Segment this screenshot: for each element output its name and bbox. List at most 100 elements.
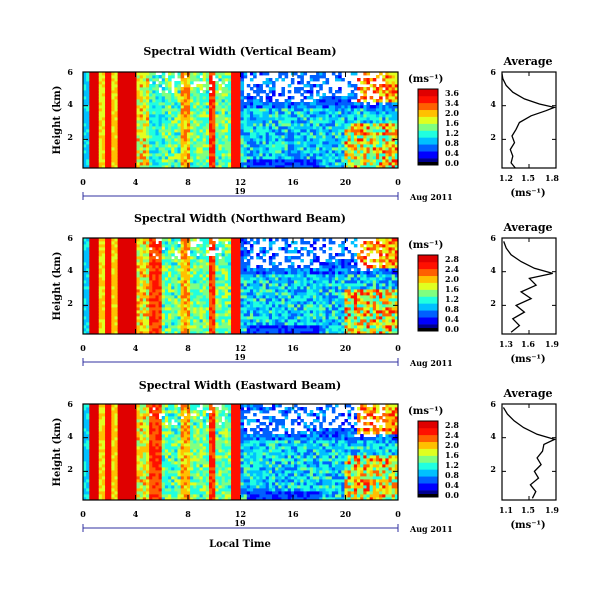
heatmap-cell xyxy=(218,280,222,284)
heatmap-cell xyxy=(237,250,241,254)
heatmap-cell xyxy=(375,138,380,142)
heatmap-cell xyxy=(253,289,257,293)
heatmap-cell xyxy=(231,93,235,97)
heatmap-cell xyxy=(319,138,323,142)
heatmap-cell xyxy=(89,165,93,169)
heatmap-cell xyxy=(180,289,185,293)
heatmap-cell xyxy=(243,96,248,100)
heatmap-cell xyxy=(161,99,166,103)
heatmap-cell xyxy=(95,298,100,302)
heatmap-cell xyxy=(278,313,282,317)
heatmap-cell xyxy=(177,301,182,305)
heatmap-cell xyxy=(149,241,153,245)
heatmap-cell xyxy=(234,265,238,269)
heatmap-cell xyxy=(338,90,342,94)
heatmap-cell xyxy=(158,156,163,160)
heatmap-cell xyxy=(158,310,163,314)
heatmap-cell xyxy=(300,123,304,127)
heatmap-cell xyxy=(171,286,175,290)
heatmap-cell xyxy=(212,81,216,85)
heatmap-cell xyxy=(161,286,166,290)
heatmap-cell xyxy=(161,238,166,242)
heatmap-cell xyxy=(262,135,267,139)
heatmap-cell xyxy=(243,114,248,118)
heatmap-cell xyxy=(177,90,182,94)
heatmap-cell xyxy=(221,238,226,242)
heatmap-cell xyxy=(193,144,197,148)
heatmap-cell xyxy=(155,325,159,329)
heatmap-cell xyxy=(199,108,204,112)
heatmap-cell xyxy=(123,268,128,272)
heatmap-cell xyxy=(265,120,270,124)
heatmap-cell xyxy=(105,93,109,97)
heatmap-cell xyxy=(234,283,238,287)
heatmap-cell xyxy=(183,123,188,127)
heatmap-cell xyxy=(190,289,194,293)
heatmap-cell xyxy=(199,87,204,91)
heatmap-cell xyxy=(290,135,295,139)
heatmap-cell xyxy=(92,262,96,266)
heatmap-cell xyxy=(275,99,279,103)
heatmap-cell xyxy=(183,159,188,163)
heatmap-cell xyxy=(92,265,96,269)
heatmap-cell xyxy=(221,277,226,281)
heatmap-cell xyxy=(224,247,229,251)
heatmap-cell xyxy=(382,90,386,94)
heatmap-cell xyxy=(234,132,238,136)
heatmap-cell xyxy=(218,292,222,296)
heatmap-cell xyxy=(130,259,134,263)
heatmap-cell xyxy=(83,126,87,130)
heatmap-cell xyxy=(180,108,185,112)
heatmap-cell xyxy=(243,331,248,335)
heatmap-cell xyxy=(164,159,169,163)
heatmap-cell xyxy=(133,156,137,160)
heatmap-cell xyxy=(205,162,210,166)
heatmap-cell xyxy=(180,93,185,97)
heatmap-cell xyxy=(168,280,172,284)
heatmap-cell xyxy=(278,138,282,142)
heatmap-cell xyxy=(287,150,292,154)
heatmap-cell xyxy=(391,117,396,121)
heatmap-cell xyxy=(86,271,90,275)
heatmap-cell xyxy=(249,96,254,100)
heatmap-cell xyxy=(205,99,210,103)
heatmap-cell xyxy=(240,286,245,290)
heatmap-cell xyxy=(174,256,178,260)
heatmap-cell xyxy=(89,241,93,245)
heatmap-cell xyxy=(180,310,185,314)
heatmap-cell xyxy=(306,144,311,148)
heatmap-cell xyxy=(234,280,238,284)
heatmap-cell xyxy=(303,150,308,154)
heatmap-cell xyxy=(335,153,339,157)
heatmap-cell xyxy=(221,331,226,335)
heatmap-cell xyxy=(205,108,210,112)
heatmap-cell xyxy=(111,283,115,287)
heatmap-cell xyxy=(268,156,273,160)
heatmap-cell xyxy=(212,108,216,112)
heatmap-cell xyxy=(357,147,361,151)
heatmap-cell xyxy=(243,75,248,79)
heatmap-cell xyxy=(89,304,93,308)
heatmap-cell xyxy=(253,102,257,106)
y-tick-label: 2 xyxy=(67,132,73,142)
heatmap-cell xyxy=(98,238,103,242)
heatmap-cell xyxy=(120,283,125,287)
heatmap-cell xyxy=(158,247,163,251)
heatmap-cell xyxy=(117,84,122,88)
heatmap-cell xyxy=(89,102,93,106)
heatmap-cell xyxy=(177,102,182,106)
heatmap-cell xyxy=(190,75,194,79)
heatmap-cell xyxy=(357,87,361,91)
heatmap-cell xyxy=(272,156,276,160)
heatmap-cell xyxy=(253,126,257,130)
heatmap-cell xyxy=(312,156,317,160)
heatmap-cell xyxy=(209,81,213,85)
heatmap-cell xyxy=(127,93,131,97)
heatmap-cell xyxy=(190,322,194,326)
heatmap-cell xyxy=(275,78,279,82)
heatmap-cell xyxy=(284,298,289,302)
heatmap-cell xyxy=(199,274,204,278)
heatmap-cell xyxy=(114,123,119,127)
heatmap-cell xyxy=(174,117,178,121)
heatmap-cell xyxy=(350,102,355,106)
